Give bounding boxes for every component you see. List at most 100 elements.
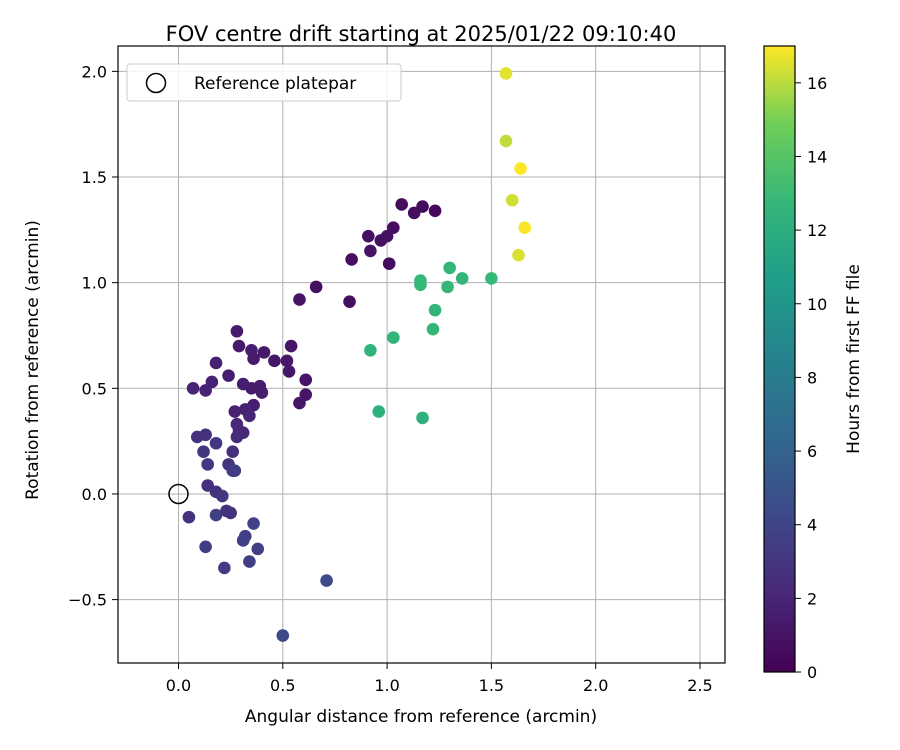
data-point — [197, 445, 210, 458]
data-point — [201, 458, 214, 471]
data-points — [182, 67, 532, 642]
x-tick-label: 1.0 — [374, 676, 399, 695]
data-point — [224, 506, 237, 520]
colorbar-tick-label: 6 — [807, 442, 817, 461]
legend-entry-reference: Reference platepar — [194, 74, 356, 94]
data-point — [232, 339, 246, 353]
colorbar-tick-label: 8 — [807, 368, 817, 387]
y-tick-label: 1.0 — [82, 274, 107, 293]
data-point — [299, 373, 313, 387]
x-tick-label: 0.0 — [166, 676, 191, 695]
data-point — [364, 343, 377, 357]
data-point — [320, 574, 333, 587]
data-point — [257, 346, 271, 359]
y-tick-label: −0.5 — [68, 591, 107, 610]
data-point — [395, 198, 408, 211]
data-point — [222, 369, 235, 382]
colorbar-label: Hours from first FF file — [844, 264, 864, 454]
x-tick-label: 0.5 — [270, 676, 295, 695]
data-point — [268, 354, 281, 368]
data-point — [505, 193, 519, 207]
data-point — [382, 257, 396, 270]
x-axis-ticks: 0.0 0.5 1.0 1.5 2.0 2.5 — [166, 663, 713, 695]
y-tick-label: 0.5 — [82, 379, 107, 398]
data-point — [199, 384, 212, 397]
data-point — [230, 430, 244, 444]
data-point — [414, 278, 427, 292]
data-point — [428, 303, 442, 317]
chart-title: FOV centre drift starting at 2025/01/22 … — [166, 22, 677, 46]
reference-platepar-marker — [168, 483, 189, 505]
colorbar-gradient — [763, 45, 796, 673]
data-point — [215, 489, 229, 503]
data-point — [387, 331, 400, 344]
legend: Reference platepar — [126, 63, 402, 102]
data-point — [280, 354, 294, 368]
data-point — [443, 261, 456, 275]
colorbar-tick-label: 2 — [807, 589, 817, 608]
colorbar-tick-label: 10 — [807, 295, 827, 314]
data-point — [247, 352, 260, 366]
data-point — [362, 229, 375, 243]
data-point — [343, 295, 356, 308]
x-axis-label: Angular distance from reference (arcmin) — [245, 707, 597, 727]
data-point — [218, 561, 231, 575]
data-point — [243, 409, 256, 423]
data-point — [293, 396, 306, 410]
data-point — [228, 464, 242, 478]
data-point — [441, 280, 454, 294]
data-point — [243, 555, 256, 568]
data-point — [293, 293, 306, 306]
grid-lines — [118, 46, 725, 663]
colorbar-ticks: 0 2 4 6 8 10 12 14 16 — [795, 74, 827, 682]
plot-frame — [117, 45, 726, 664]
data-point — [455, 272, 469, 285]
colorbar-tick-label: 0 — [807, 663, 817, 682]
data-point — [372, 405, 386, 418]
data-point — [514, 162, 527, 175]
y-tick-label: 2.0 — [82, 62, 107, 81]
data-point — [230, 324, 244, 338]
data-point — [345, 253, 358, 266]
data-point — [416, 411, 429, 425]
data-point — [407, 206, 421, 220]
data-point — [199, 428, 212, 442]
data-point — [426, 322, 440, 336]
legend-box — [126, 63, 402, 102]
colorbar-tick-label: 14 — [807, 147, 827, 166]
data-point — [228, 405, 242, 418]
y-axis-ticks: −0.5 0.0 0.5 1.0 1.5 2.0 — [68, 62, 118, 610]
data-point — [226, 445, 240, 458]
data-point — [236, 534, 250, 547]
data-point — [282, 365, 296, 378]
data-point — [284, 339, 298, 353]
y-axis-label: Rotation from reference (arcmin) — [23, 220, 43, 500]
data-point — [199, 540, 212, 554]
data-point — [209, 508, 223, 522]
data-point — [428, 204, 442, 218]
data-point — [364, 244, 377, 258]
data-point — [209, 436, 223, 450]
y-tick-label: 1.5 — [82, 168, 107, 187]
data-point — [499, 67, 513, 80]
data-point — [255, 386, 269, 399]
data-point — [374, 234, 388, 247]
x-tick-label: 2.0 — [583, 676, 608, 695]
x-tick-label: 1.5 — [479, 676, 504, 695]
data-point — [276, 629, 290, 642]
colorbar-tick-label: 12 — [807, 221, 827, 240]
colorbar-tick-label: 4 — [807, 516, 817, 535]
data-point — [247, 517, 260, 530]
y-tick-label: 0.0 — [82, 485, 107, 504]
colorbar-tick-label: 16 — [807, 74, 827, 93]
data-point — [512, 248, 525, 262]
data-point — [309, 280, 323, 294]
data-point — [251, 542, 265, 556]
data-point — [485, 272, 498, 285]
data-point — [186, 382, 200, 395]
data-point — [182, 510, 196, 524]
data-point — [209, 356, 223, 370]
legend-marker-icon — [145, 72, 167, 94]
x-tick-label: 2.5 — [687, 676, 712, 695]
